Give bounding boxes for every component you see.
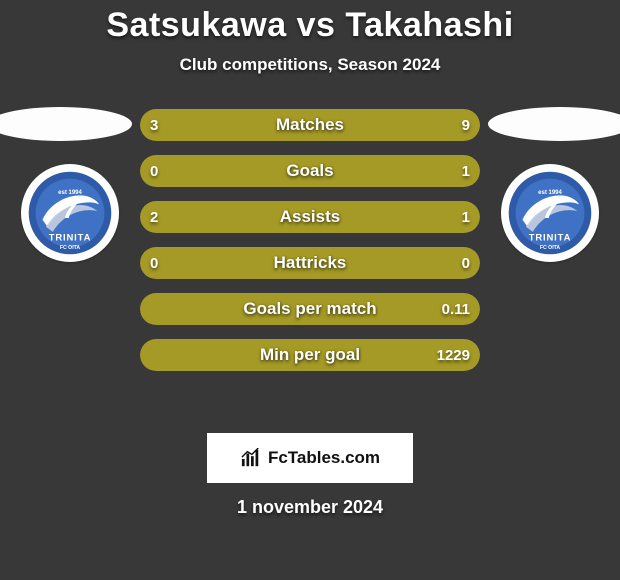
stat-value-right: 9 [462, 109, 470, 141]
stat-value-right: 1229 [437, 339, 470, 371]
page-title: Satsukawa vs Takahashi [0, 6, 620, 45]
brand-chart-icon [240, 448, 262, 468]
left-player-spot [0, 107, 132, 141]
player-right-name: Takahashi [345, 6, 513, 44]
stat-fill-left [140, 339, 262, 371]
content: Satsukawa vs Takahashi Club competitions… [0, 0, 620, 580]
svg-text:TRINITA: TRINITA [49, 233, 92, 244]
stat-fill-right [225, 109, 480, 141]
svg-text:FC OITA: FC OITA [60, 245, 81, 251]
svg-text:7: 7 [63, 196, 79, 224]
brand-box: FcTables.com [207, 433, 413, 483]
comparison-bars: 39Matches01Goals21Assists00Hattricks0.11… [140, 109, 480, 371]
stat-value-right: 1 [462, 155, 470, 187]
stat-fill-left [140, 247, 310, 279]
stat-value-left: 2 [150, 201, 158, 233]
stat-value-left: 0 [150, 155, 158, 187]
stat-value-left: 0 [150, 247, 158, 279]
stat-fill-right [310, 247, 480, 279]
stat-value-right: 1 [462, 201, 470, 233]
stat-fill-left [140, 201, 364, 233]
stat-value-right: 0 [462, 247, 470, 279]
svg-text:TRINITA: TRINITA [529, 233, 572, 244]
svg-text:est 1994: est 1994 [538, 190, 562, 196]
svg-text:7: 7 [543, 196, 559, 224]
stat-fill-right [201, 155, 480, 187]
stat-value-right: 0.11 [442, 293, 470, 325]
comparison-arena: est 1994 TRINITA FC OITA 7 est 1994 TRIN… [0, 109, 620, 409]
right-club-badge: est 1994 TRINITA FC OITA 7 [501, 164, 599, 262]
stat-value-left: 3 [150, 109, 158, 141]
svg-text:est 1994: est 1994 [58, 190, 82, 196]
stat-row: 0.11Goals per match [140, 293, 480, 325]
footer-date: 1 november 2024 [0, 497, 620, 518]
player-left-name: Satsukawa [106, 6, 286, 44]
svg-text:FC OITA: FC OITA [540, 245, 561, 251]
stat-row: 39Matches [140, 109, 480, 141]
stat-row: 01Goals [140, 155, 480, 187]
vs-text: vs [297, 6, 336, 44]
right-player-spot [488, 107, 620, 141]
stat-row: 21Assists [140, 201, 480, 233]
stat-row: 00Hattricks [140, 247, 480, 279]
stat-row: 1229Min per goal [140, 339, 480, 371]
left-club-badge: est 1994 TRINITA FC OITA 7 [21, 164, 119, 262]
page-subtitle: Club competitions, Season 2024 [0, 55, 620, 75]
stat-fill-left [140, 293, 249, 325]
brand-text: FcTables.com [268, 448, 380, 468]
